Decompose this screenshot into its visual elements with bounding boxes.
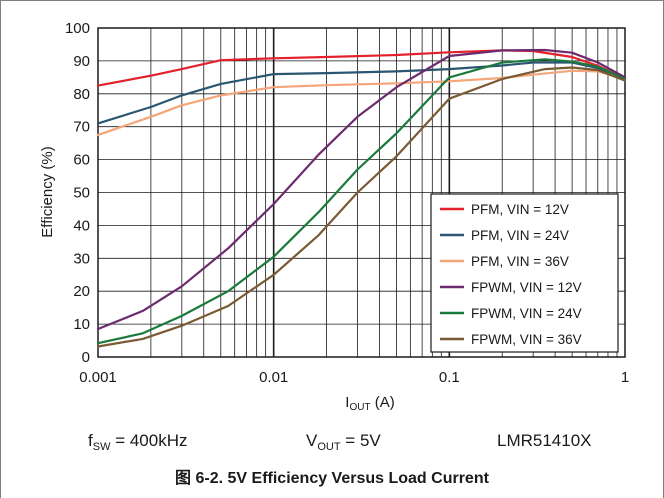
y-tick-label: 40 (73, 217, 90, 234)
legend-entry-6: FPWM, VIN = 36V (471, 332, 582, 347)
condition-part: LMR51410X (497, 431, 592, 450)
x-tick-label: 0.001 (79, 369, 117, 386)
tick-labels: 0 10 20 30 40 50 60 70 80 90 100 0.001 0.01 0.1 1 (65, 20, 629, 386)
condition-vout-sub: OUT (317, 441, 341, 453)
series-line-5 (96, 58, 627, 345)
condition-fsw: fSW = 400kHz (88, 431, 187, 453)
condition-vout-main: V (306, 431, 318, 450)
x-axis-label-main: I (345, 394, 349, 411)
legend-entry-2: PFM, VIN = 24V (471, 228, 569, 243)
condition-fsw-sub: SW (93, 441, 111, 453)
x-tick-label: 0.01 (259, 369, 288, 386)
series-line-3 (96, 69, 627, 136)
legend-entry-5: FPWM, VIN = 24V (471, 306, 582, 321)
plot-border (97, 27, 626, 358)
legend-entry-1: PFM, VIN = 12V (471, 202, 569, 217)
legend-entry-3: PFM, VIN = 36V (471, 254, 569, 269)
legend-box (430, 193, 619, 353)
y-tick-label: 70 (73, 119, 90, 136)
condition-vout-rest: = 5V (341, 431, 382, 450)
y-tick-label: 60 (73, 152, 90, 169)
figure-caption: 图 6-2. 5V Efficiency Versus Load Current (175, 469, 490, 487)
condition-fsw-main: f (88, 431, 93, 450)
y-tick-label: 80 (73, 86, 90, 103)
series-line-4 (96, 48, 627, 331)
x-axis-label-unit: (A) (371, 394, 395, 411)
x-tick-label: 1 (621, 369, 629, 386)
legend: PFM, VIN = 12V PFM, VIN = 24V PFM, VIN = 3… (430, 193, 619, 353)
series-line-1 (96, 49, 627, 87)
x-tick-label: 0.1 (439, 369, 460, 386)
x-axis-label: IOUT (A) (345, 394, 394, 413)
y-tick-label: 0 (82, 349, 90, 366)
condition-vout: VOUT = 5V (306, 431, 381, 453)
y-tick-label: 20 (73, 283, 90, 300)
series-layer (96, 48, 627, 348)
y-axis-label: Efficiency (%) (39, 146, 56, 237)
condition-fsw-rest: = 400kHz (110, 431, 187, 450)
y-tick-label: 10 (73, 316, 90, 333)
y-tick-label: 90 (73, 53, 90, 70)
y-tick-label: 100 (65, 20, 90, 37)
y-tick-label: 50 (73, 185, 90, 202)
x-axis-label-sub: OUT (349, 402, 370, 413)
y-tick-label: 30 (73, 250, 90, 267)
legend-entry-4: FPWM, VIN = 12V (471, 280, 582, 295)
series-line-6 (96, 66, 627, 348)
